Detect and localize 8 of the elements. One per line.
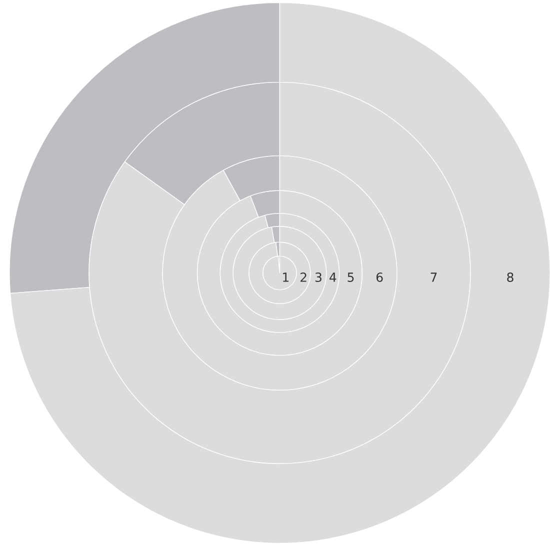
- slice-label: 7: [430, 272, 437, 282]
- slice-label: 8: [507, 272, 514, 282]
- slice-label: 2: [300, 272, 306, 282]
- slice-label: 4: [330, 272, 336, 282]
- slice-label: 5: [348, 272, 354, 282]
- slice-label: 6: [376, 272, 383, 282]
- slice-label: 1: [283, 272, 288, 282]
- slice-label: 3: [315, 272, 322, 282]
